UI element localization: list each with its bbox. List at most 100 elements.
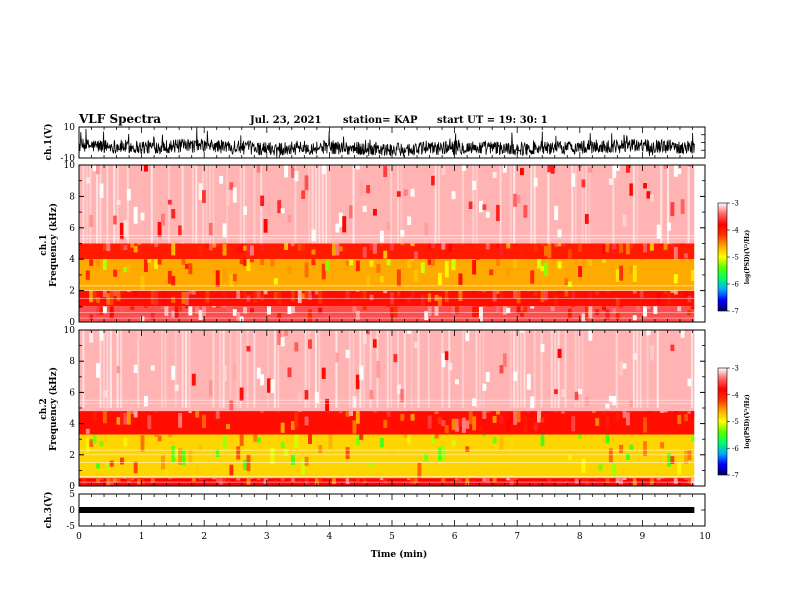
spectrogram-patch	[660, 478, 665, 479]
spectrogram-patch	[424, 243, 429, 248]
spectrogram-patch	[198, 309, 203, 321]
spectrogram-patch	[345, 411, 350, 417]
spectrogram-streak	[396, 165, 399, 244]
spectrogram-patch	[133, 206, 138, 224]
spectrogram-streak	[106, 165, 109, 244]
spectrogram-patch	[390, 450, 395, 457]
spectrogram-patch	[663, 478, 668, 481]
spectrogram-streak	[106, 330, 109, 408]
spectrogram-patch	[318, 290, 323, 304]
spectrogram-patch	[646, 191, 651, 199]
spectrogram-patch	[338, 246, 343, 252]
spectrogram-patch	[656, 478, 661, 481]
spectrogram-patch	[167, 243, 172, 249]
spectrogram-patch	[362, 205, 367, 212]
spectrogram-patch	[294, 342, 299, 352]
spectrogram-patch	[441, 420, 446, 427]
spectrogram-patch	[687, 450, 692, 461]
spectrogram-patch	[314, 392, 319, 404]
spectrogram-streak	[325, 165, 328, 244]
spectrogram-patch	[574, 478, 579, 484]
spectrogram-patch	[448, 362, 453, 371]
spectrogram-patch	[109, 290, 114, 306]
spectrogram-patch	[338, 212, 343, 228]
spectrogram-patch	[513, 478, 518, 481]
spectrogram-patch	[297, 411, 302, 413]
spectrogram-streak	[294, 165, 297, 244]
spectrogram-patch	[123, 220, 128, 237]
spectrogram-patch	[441, 243, 446, 250]
spectrogram-patch	[133, 411, 138, 418]
spectrogram-patch	[355, 165, 360, 170]
spectrogram-patch	[191, 165, 196, 167]
spectrogram-patch	[229, 182, 234, 190]
spectrogram-patch	[434, 306, 439, 316]
spectrogram-patch	[639, 259, 644, 260]
spectrogram-patch	[113, 478, 118, 483]
spectrogram-patch	[485, 478, 490, 483]
ch2-spec-ylabel: Frequency (kHz)	[48, 367, 59, 451]
spectrogram-patch	[96, 165, 101, 175]
spectrogram-streak	[636, 330, 639, 408]
spectrogram-patch	[629, 183, 634, 196]
spectrogram-patch	[120, 457, 124, 465]
spectrogram-patch	[349, 411, 353, 417]
spectrogram-streak	[212, 165, 215, 244]
spectrogram-patch	[643, 243, 647, 253]
spectrogram-patch	[444, 425, 449, 434]
spectrogram-patch	[667, 222, 671, 231]
spectrogram-patch	[369, 389, 374, 400]
spectrogram-patch	[277, 313, 282, 319]
spectrogram-patch	[198, 444, 203, 451]
spectrogram-patch	[102, 306, 107, 314]
spectrogram-patch	[188, 290, 193, 295]
spectrogram-patch	[267, 306, 271, 315]
spectrogram-patch	[215, 243, 220, 246]
spectrogram-patch	[543, 262, 548, 276]
spectrogram-patch	[202, 306, 206, 317]
spectrogram-patch	[574, 259, 579, 267]
spectrogram-patch	[437, 416, 442, 425]
spectrogram-patch	[643, 183, 647, 189]
spectrogram-patch	[181, 259, 186, 265]
spectrogram-patch	[414, 478, 418, 484]
spectrogram-patch	[226, 190, 230, 207]
spectrogram-patch	[396, 384, 401, 394]
spectrogram-patch	[595, 309, 600, 316]
spectrogram-patch	[533, 243, 538, 252]
spectrogram-patch	[226, 306, 230, 313]
spectrogram-patch	[605, 403, 610, 409]
spectrogram-patch	[520, 330, 524, 333]
spectrogram-patch	[461, 417, 466, 433]
spectrogram-streak	[557, 330, 560, 408]
spectrogram-patch	[120, 243, 124, 251]
spectrogram-patch	[226, 424, 230, 430]
spectrogram-patch	[318, 478, 323, 482]
start-time-label: start UT = 19: 30: 1	[437, 115, 548, 126]
spectrogram-patch	[472, 478, 477, 484]
spectrogram-patch	[243, 245, 248, 251]
spectrogram-patch	[595, 460, 600, 470]
x-tick-label: 10	[699, 532, 711, 542]
spectrogram-patch	[164, 469, 169, 476]
spectrogram-patch	[451, 418, 456, 431]
spectrogram-patch	[383, 478, 388, 484]
spectrogram-patch	[530, 306, 535, 309]
spectrogram-patch	[410, 259, 415, 261]
colorbar-tick-label: -3	[732, 365, 739, 373]
spectrogram-patch	[130, 306, 135, 311]
spectrogram-patch	[215, 411, 220, 419]
spectrogram-patch	[417, 462, 422, 478]
spectrogram-patch	[246, 244, 251, 259]
spectrogram-patch	[684, 478, 689, 480]
spectrogram-patch	[181, 449, 186, 466]
spectrogram-patch	[424, 222, 429, 236]
spectrogram-patch	[485, 411, 490, 413]
spectrogram-patch	[513, 193, 518, 207]
spectrogram-patch	[290, 243, 295, 247]
colorbar-rect	[717, 367, 728, 476]
spectrogram-patch	[509, 478, 514, 486]
colorbar-label: log(PSD)(V²/Hz)	[744, 230, 751, 285]
spectrogram-patch	[663, 165, 668, 169]
spectrogram-streak	[229, 330, 232, 408]
